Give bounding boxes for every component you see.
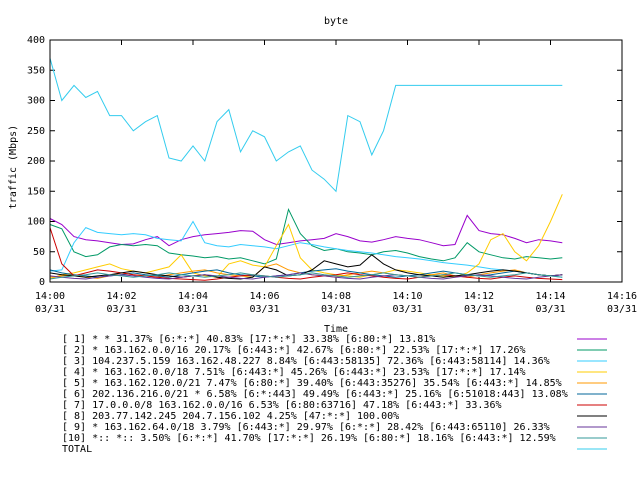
y-tick-label: 150 (27, 186, 45, 197)
x-tick-date-label: 03/31 (464, 304, 494, 315)
legend-label: [10] *:: *:: 3.50% [6:*:*] 41.70% [17:*:… (62, 433, 556, 444)
x-tick-label: 14:10 (392, 291, 422, 302)
x-tick-label: 14:16 (607, 291, 637, 302)
y-tick-label: 200 (27, 156, 45, 167)
x-tick-date-label: 03/31 (106, 304, 136, 315)
series-line-2 (49, 207, 563, 265)
x-tick-label: 14:08 (321, 291, 351, 302)
series-line-3 (49, 220, 563, 278)
legend: [ 1] * * 31.37% [6:*:*] 40.83% [17:*:*] … (62, 334, 607, 455)
x-tick-date-label: 03/31 (321, 304, 351, 315)
x-tick-date-label: 03/31 (535, 304, 565, 315)
y-tick-label: 0 (39, 277, 45, 288)
legend-label: [ 6] 202.136.216.0/21 * 6.58% [6:*:443] … (62, 389, 568, 400)
x-tick-label: 14:00 (35, 291, 65, 302)
y-tick-label: 400 (27, 35, 45, 46)
x-axis-label: Time (324, 324, 348, 335)
x-tick-date-label: 03/31 (392, 304, 422, 315)
y-tick-label: 50 (33, 247, 45, 258)
legend-label: [ 8] 203.77.142.245 204.7.156.102 4.25% … (62, 411, 399, 422)
y-axis-label: traffic (Mbps) (8, 125, 19, 209)
series-line-11 (49, 57, 563, 193)
legend-label: TOTAL (62, 444, 92, 455)
legend-label: [ 9] * 163.162.64.0/18 3.79% [6:443:*] 2… (62, 422, 550, 433)
y-tick-label: 300 (27, 96, 45, 107)
legend-label: [ 2] * 163.162.0.0/16 20.17% [6:443:*] 4… (62, 345, 526, 356)
y-tick-label: 100 (27, 217, 45, 228)
legend-label: [ 3] 104.237.5.159 163.162.48.227 8.84% … (62, 356, 550, 367)
x-tick-label: 14:14 (535, 291, 565, 302)
x-axis-ticks: 14:00 03/31 14:02 03/31 14:04 03/31 14:06 03/31… (35, 291, 637, 315)
legend-label: [ 5] * 163.162.120.0/21 7.47% [6:80:*] 3… (62, 378, 562, 389)
y-tick-label: 250 (27, 126, 45, 137)
x-tick-label: 14:04 (178, 291, 208, 302)
x-tick-date-label: 03/31 (249, 304, 279, 315)
y-axis-ticks: 0 50 100 150 200 250 300 350 400 (27, 35, 45, 288)
y-tick-label: 350 (27, 65, 45, 76)
legend-label: [ 4] * 163.162.0.0/18 7.51% [6:443:*] 45… (62, 367, 526, 378)
plot-frame (49, 39, 623, 283)
x-tick-date-label: 03/31 (178, 304, 208, 315)
series-line-8 (49, 254, 563, 280)
series-lines (49, 57, 563, 281)
x-tick-label: 14:06 (249, 291, 279, 302)
x-tick-date-label: 03/31 (35, 304, 65, 315)
x-tick-label: 14:12 (464, 291, 494, 302)
legend-label: [ 1] * * 31.37% [6:*:*] 40.83% [17:*:*] … (62, 334, 435, 345)
x-tick-date-label: 03/31 (607, 304, 637, 315)
chart-title: byte (324, 16, 348, 27)
series-line-10 (49, 272, 563, 280)
series-line-7 (49, 227, 563, 281)
x-tick-label: 14:02 (106, 291, 136, 302)
legend-label: [ 7] 17.0.0.0/8 163.162.0.0/16 6.53% [6:… (62, 400, 502, 411)
